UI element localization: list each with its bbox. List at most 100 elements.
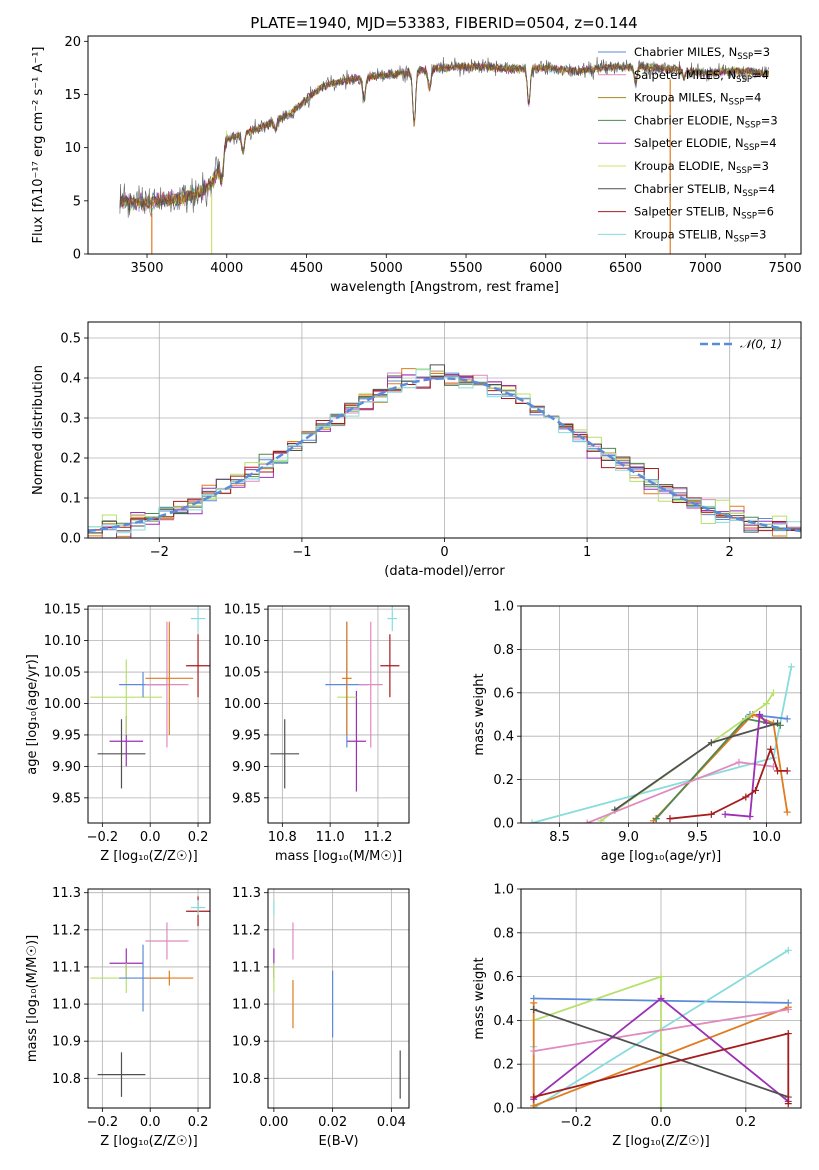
y-tick-label: 1.0 bbox=[493, 600, 514, 615]
y-tick-label: 11.3 bbox=[232, 886, 261, 901]
mass_vs_Z-panel: −0.2 0.0 0.2 10.8 10.9 11.0 11.1 11.2 11.3 Z [log… bbox=[25, 886, 211, 1149]
y-tick-label: 0.8 bbox=[493, 926, 514, 941]
y-tick-label: 10.15 bbox=[44, 603, 81, 618]
y-tick-label: 10.9 bbox=[232, 1035, 261, 1050]
weight-lines bbox=[528, 663, 795, 823]
y-tick-label: 0.8 bbox=[493, 643, 514, 658]
x-tick-label: 5500 bbox=[449, 261, 482, 276]
weight-point bbox=[763, 700, 771, 708]
weight-point bbox=[530, 1005, 538, 1013]
legend-entry: Chabrier MILES, NSSP=3 bbox=[634, 45, 770, 62]
x-tick-label: −0.2 bbox=[560, 1115, 592, 1130]
weight-point bbox=[666, 815, 674, 823]
y-tick-label: 9.95 bbox=[232, 728, 261, 743]
x-tick-label: 1 bbox=[583, 545, 591, 560]
y-tick-label: 9.85 bbox=[232, 791, 261, 806]
spectrum-frame bbox=[87, 35, 802, 255]
x-tick-label: 11.0 bbox=[316, 830, 345, 845]
weight-lines bbox=[530, 946, 792, 1108]
x-tick-label: 0.00 bbox=[259, 1115, 288, 1130]
y-axis-label: Flux [fλ10⁻¹⁷ erg cm⁻² s⁻¹ A⁻¹] bbox=[31, 47, 46, 244]
weight-point bbox=[530, 1093, 538, 1101]
x-axis-label: E(B-V) bbox=[318, 1134, 358, 1149]
weight-point bbox=[767, 745, 775, 753]
legend-entry: Salpeter MILES, NSSP=4 bbox=[634, 68, 769, 85]
x-axis-label: Z [log₁₀(Z/Z☉)] bbox=[100, 1134, 197, 1149]
y-tick-label: 0.2 bbox=[493, 773, 514, 788]
weight-point bbox=[784, 1030, 792, 1038]
age_vs_Z-panel: −0.2 0.0 0.2 9.85 9.90 9.95 10.00 10.05 10.10 10.… bbox=[25, 603, 211, 864]
weight-point bbox=[735, 758, 743, 766]
weight-point bbox=[742, 793, 750, 801]
x-tick-label: 5000 bbox=[370, 261, 403, 276]
y-tick-label: 0.0 bbox=[60, 532, 81, 547]
y-tick-label: 1.0 bbox=[493, 883, 514, 898]
x-axis-label: wavelength [Angstrom, rest frame] bbox=[330, 280, 559, 295]
x-tick-label: 7000 bbox=[689, 261, 722, 276]
x-tick-label: 3500 bbox=[130, 261, 163, 276]
y-axis-label: mass [log₁₀(M/M☉)] bbox=[25, 935, 40, 1062]
weight-series-4 bbox=[533, 1008, 789, 1052]
y-tick-label: 10.00 bbox=[44, 697, 81, 712]
figure-title: PLATE=1940, MJD=53383, FIBERID=0504, z=0… bbox=[250, 14, 637, 32]
weight_vs_Z-panel: −0.2 0.0 0.2 0.0 0.2 0.4 0.6 0.8 1.0 Z [log₁₀(Z/Z… bbox=[472, 883, 802, 1149]
y-axis-label: mass weight bbox=[472, 673, 487, 755]
x-tick-label: −0.2 bbox=[87, 1115, 119, 1130]
x-tick-label: 4500 bbox=[290, 261, 323, 276]
y-tick-label: 11.1 bbox=[52, 960, 81, 975]
y-tick-label: 0.2 bbox=[60, 452, 81, 467]
x-tick-label: 11.2 bbox=[363, 830, 392, 845]
weight-point bbox=[774, 719, 782, 727]
residuals-frame bbox=[87, 321, 802, 539]
age_vs_mass-panel: 10.8 11.0 11.2 9.85 9.90 9.95 10.00 10.05 10.10 1… bbox=[224, 603, 410, 864]
y-tick-label: 0.0 bbox=[493, 817, 514, 832]
legend-entry: Kroupa MILES, NSSP=4 bbox=[634, 91, 761, 108]
weight-point bbox=[769, 689, 777, 697]
x-tick-label: 0.02 bbox=[318, 1115, 347, 1130]
age_vs_mass-frame bbox=[267, 605, 410, 824]
y-tick-label: 10.05 bbox=[44, 666, 81, 681]
y-tick-label: 10.9 bbox=[52, 1035, 81, 1050]
weight-point bbox=[763, 719, 771, 727]
weight-point bbox=[707, 810, 715, 818]
x-tick-label: 10.8 bbox=[268, 830, 297, 845]
weight_vs_age-panel: 8.5 9.0 9.5 10.0 0.0 0.2 0.4 0.6 0.8 1.0 age [log₁… bbox=[472, 600, 802, 864]
weight_vs_age-frame bbox=[520, 605, 802, 824]
weight-point bbox=[528, 819, 536, 823]
x-tick-label: 6500 bbox=[609, 261, 642, 276]
weight-point bbox=[597, 817, 605, 823]
y-tick-label: 11.0 bbox=[232, 998, 261, 1013]
x-tick-label: 0.04 bbox=[377, 1115, 406, 1130]
y-tick-label: 10.05 bbox=[224, 666, 261, 681]
legend-entry: Kroupa ELODIE, NSSP=3 bbox=[634, 159, 769, 176]
x-tick-label: −0.2 bbox=[87, 830, 119, 845]
legend-entry: Kroupa STELIB, NSSP=3 bbox=[634, 227, 766, 244]
x-tick-label: 9.0 bbox=[618, 830, 639, 845]
y-axis-label: age [log₁₀(age/yr)] bbox=[25, 654, 40, 775]
weight-point bbox=[652, 815, 660, 823]
y-tick-label: 0.4 bbox=[493, 730, 514, 745]
legend-entry: Chabrier ELODIE, NSSP=3 bbox=[634, 113, 778, 130]
weight-point bbox=[784, 946, 792, 954]
y-tick-label: 0.2 bbox=[493, 1058, 514, 1073]
weight-point bbox=[530, 999, 538, 1007]
y-tick-label: 11.1 bbox=[232, 960, 261, 975]
y-tick-label: 10.10 bbox=[224, 634, 261, 649]
x-tick-label: 4000 bbox=[210, 261, 243, 276]
weight-point bbox=[756, 711, 764, 718]
normal-curve bbox=[88, 377, 801, 533]
spectrum-lines bbox=[119, 56, 770, 254]
x-axis-label: mass [log₁₀(M/M☉)] bbox=[275, 849, 402, 864]
spectrum-legend: Chabrier MILES, NSSP=3 Salpeter MILES, NS… bbox=[598, 45, 778, 244]
x-axis-label: (data-model)/error bbox=[384, 564, 505, 579]
x-tick-label: −1 bbox=[292, 545, 311, 560]
weight-point bbox=[657, 1104, 665, 1108]
weight-point bbox=[530, 1102, 538, 1108]
x-tick-label: 0.0 bbox=[651, 1115, 672, 1130]
y-tick-label: 0.4 bbox=[60, 372, 81, 387]
y-axis-label: Normed distribution bbox=[31, 365, 46, 495]
weight-series-2 bbox=[652, 713, 789, 822]
weight-point bbox=[751, 786, 759, 794]
legend-entry: Salpeter ELODIE, NSSP=4 bbox=[634, 136, 777, 153]
weight-point bbox=[774, 767, 782, 775]
